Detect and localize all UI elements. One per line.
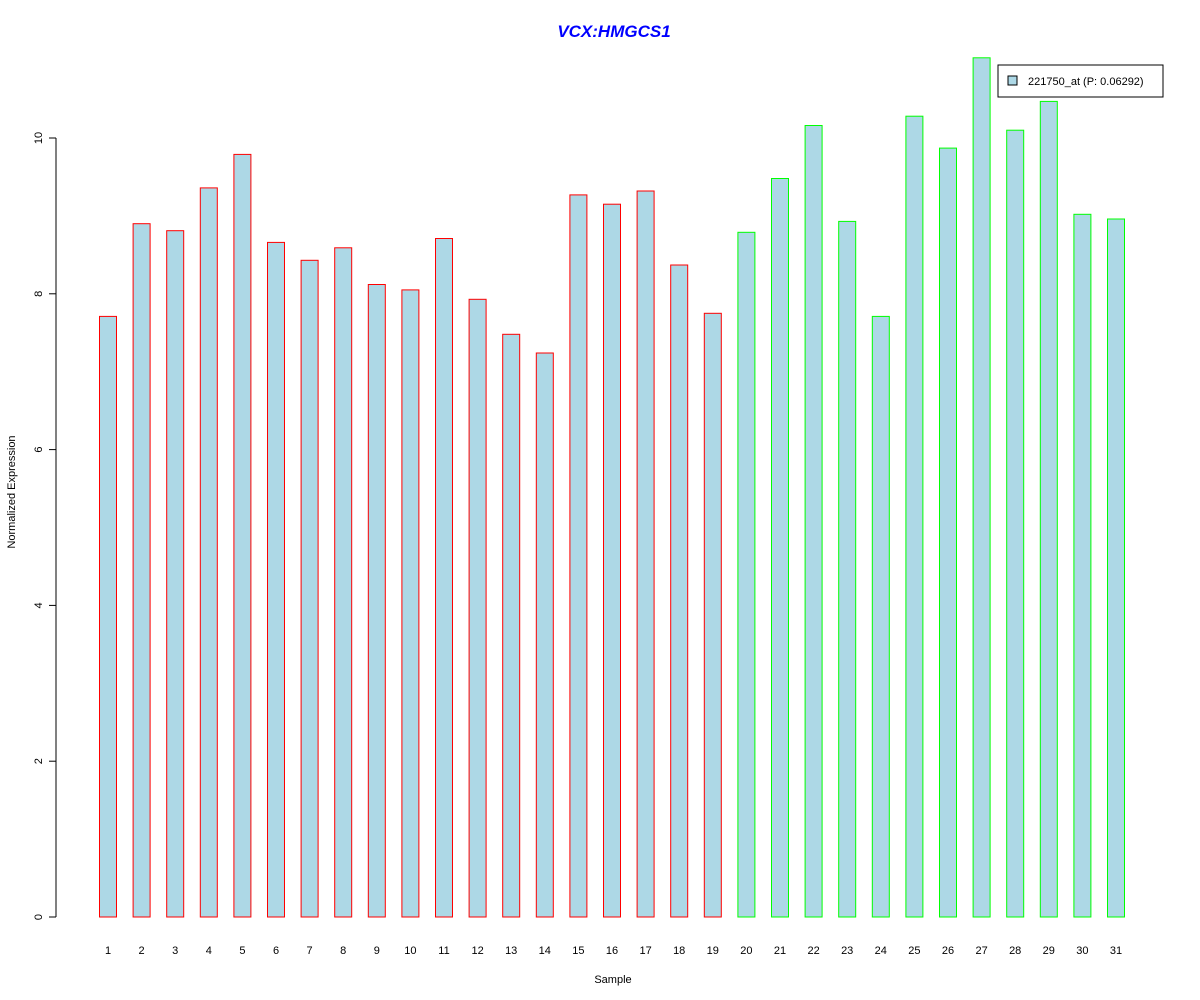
x-tick-label: 28	[1009, 945, 1021, 957]
bar-sample-14	[535, 352, 554, 918]
bar-sample-21	[771, 178, 789, 918]
x-tick-label: 26	[942, 945, 954, 957]
bar-sample-31	[1107, 218, 1125, 918]
bar-sample-30	[1073, 213, 1092, 918]
bar-sample-24	[871, 315, 890, 918]
bar-sample-15	[569, 194, 588, 918]
bar-sample-25	[905, 115, 924, 918]
bar-sample-18	[670, 264, 689, 918]
x-tick-label: 15	[572, 945, 584, 957]
x-tick-label: 18	[673, 945, 685, 957]
y-tick-label: 8	[33, 291, 45, 297]
bar-sample-22	[804, 125, 823, 918]
bar-sample-19	[703, 312, 722, 918]
y-tick-label: 2	[33, 758, 45, 764]
x-tick-label: 17	[639, 945, 651, 957]
bar-sample-4	[199, 187, 218, 918]
x-tick-label: 1	[105, 945, 111, 957]
bar-sample-1	[99, 315, 117, 918]
x-tick-labels: 1 2 3 4 5 6 7 8 9 10 11 12 13 14 15 16 17 18 19 20 21 22 23 24 2…	[105, 945, 1122, 957]
y-tick-label: 0	[33, 914, 45, 920]
x-tick-label: 29	[1043, 945, 1055, 957]
y-axis: 0 2 4 6 8 10	[33, 132, 57, 920]
bar-sample-28	[1006, 129, 1025, 918]
chart-title: VCX:HMGCS1	[557, 22, 670, 41]
legend-label: 221750_at (P: 0.06292)	[1028, 76, 1144, 88]
bar-sample-20	[737, 231, 756, 918]
y-tick-label: 6	[33, 447, 45, 453]
x-tick-label: 24	[875, 945, 887, 957]
bar-sample-5	[233, 153, 252, 918]
y-axis-label: Normalized Expression	[6, 435, 18, 548]
x-tick-label: 30	[1076, 945, 1088, 957]
x-tick-label: 3	[172, 945, 178, 957]
bar-sample-10	[401, 289, 420, 918]
x-tick-label: 6	[273, 945, 279, 957]
x-tick-label: 16	[606, 945, 618, 957]
bar-sample-29	[1039, 100, 1058, 918]
bar-sample-23	[838, 220, 857, 918]
x-tick-label: 22	[807, 945, 819, 957]
bar-sample-7	[300, 259, 319, 918]
x-tick-label: 20	[740, 945, 752, 957]
bar-sample-27	[972, 57, 991, 918]
bar-sample-8	[334, 247, 353, 918]
bar-sample-13	[502, 333, 521, 918]
x-tick-label: 31	[1110, 945, 1122, 957]
bar-sample-17	[636, 190, 655, 918]
bar-sample-9	[367, 284, 386, 918]
x-tick-label: 5	[239, 945, 245, 957]
x-tick-label: 25	[908, 945, 920, 957]
legend-box	[997, 64, 1164, 98]
x-tick-label: 10	[404, 945, 416, 957]
x-axis-label: Sample	[594, 974, 631, 986]
bar-sample-11	[435, 238, 453, 918]
x-tick-label: 27	[975, 945, 987, 957]
bar-sample-2	[132, 223, 151, 918]
x-tick-label: 8	[340, 945, 346, 957]
bar-sample-12	[468, 298, 487, 918]
x-tick-label: 19	[707, 945, 719, 957]
x-tick-label: 12	[471, 945, 483, 957]
y-tick-label: 4	[33, 602, 45, 608]
x-tick-label: 9	[374, 945, 380, 957]
x-tick-label: 13	[505, 945, 517, 957]
y-tick-label: 10	[33, 132, 45, 144]
legend-swatch	[1007, 75, 1018, 86]
bar-sample-6	[267, 241, 285, 918]
x-tick-label: 21	[774, 945, 786, 957]
bar-sample-3	[166, 230, 185, 918]
x-tick-label: 23	[841, 945, 853, 957]
x-tick-label: 4	[206, 945, 212, 957]
bar-sample-16	[603, 203, 621, 918]
bars-group	[99, 57, 1125, 918]
x-tick-label: 2	[139, 945, 145, 957]
x-tick-label: 11	[438, 945, 449, 957]
legend: 221750_at (P: 0.06292)	[997, 64, 1164, 98]
x-tick-label: 7	[307, 945, 313, 957]
bar-sample-26	[939, 147, 957, 918]
x-tick-label: 14	[539, 945, 551, 957]
